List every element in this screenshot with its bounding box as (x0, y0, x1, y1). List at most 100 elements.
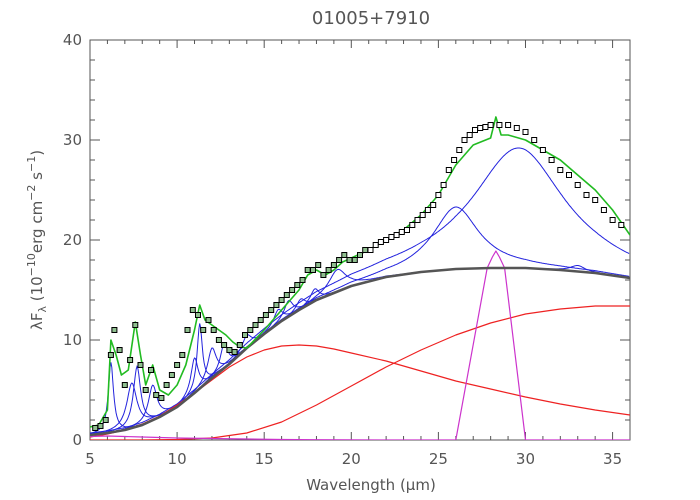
data-point (362, 247, 369, 253)
data-point (289, 287, 296, 293)
data-point (372, 242, 379, 248)
plot-area (90, 116, 630, 440)
data-point (377, 239, 384, 245)
x-axis-label: Wavelength (μm) (306, 476, 436, 494)
data-point (247, 327, 254, 333)
data-point (153, 392, 160, 398)
data-point (320, 272, 327, 278)
feature-curve (90, 206, 630, 436)
data-point (142, 387, 149, 393)
data-point (278, 297, 285, 303)
data-point (393, 232, 400, 238)
data-point (357, 252, 363, 258)
data-point (273, 302, 280, 308)
data-point (92, 425, 99, 431)
data-point (294, 282, 301, 288)
data-point (163, 382, 170, 388)
y-label-exp1: −10 (25, 253, 38, 276)
data-point (419, 212, 426, 218)
data-point (262, 312, 269, 318)
data-point (404, 227, 410, 233)
y-label-s: s (28, 172, 46, 185)
data-point (215, 337, 222, 343)
data-point (414, 217, 421, 223)
y-tick-label: 0 (72, 431, 82, 449)
y-label-unit: erg cm (28, 201, 46, 253)
data-point (505, 122, 512, 128)
y-label-exp3: −1 (25, 156, 38, 172)
data-point (388, 234, 395, 240)
data-point (174, 362, 181, 368)
data-point (242, 332, 248, 338)
data-point (487, 122, 494, 128)
emission-lines-curve (90, 250, 630, 440)
y-tick-label: 10 (63, 331, 82, 349)
data-point (283, 292, 290, 298)
data-point (531, 137, 538, 143)
data-point (148, 367, 154, 373)
data-point (168, 372, 175, 378)
data-point (268, 307, 275, 313)
chart-title: 01005+7910 (312, 8, 430, 29)
data-point (304, 267, 311, 273)
data-point (236, 342, 243, 348)
data-point (600, 207, 607, 213)
data-point (548, 157, 555, 163)
data-point (330, 262, 337, 268)
data-point (210, 327, 217, 333)
model-total-curve (90, 116, 630, 428)
data-point (137, 362, 144, 368)
x-tick-label: 15 (255, 450, 274, 468)
data-point (127, 357, 134, 363)
data-point (299, 277, 306, 283)
data-point (336, 257, 343, 263)
data-point (97, 423, 104, 429)
x-tick-label: 25 (429, 450, 448, 468)
data-point (116, 347, 123, 353)
data-point (609, 217, 616, 223)
x-tick-label: 20 (342, 450, 361, 468)
data-point (231, 349, 238, 355)
data-point (341, 252, 348, 258)
y-axis-label: λFλ (10−10erg cm−2 s−1) (25, 150, 49, 330)
series-layer (90, 116, 630, 440)
y-label-sub: λ (36, 306, 49, 313)
data-point (557, 167, 564, 173)
data-point (200, 327, 207, 333)
data-point (461, 137, 468, 143)
data-points (92, 122, 625, 431)
y-tick-label: 40 (63, 31, 82, 49)
x-tick-label: 5 (85, 450, 95, 468)
data-point (583, 192, 590, 198)
data-point (111, 327, 118, 333)
data-point (574, 182, 581, 188)
feature-curve (90, 147, 630, 434)
data-point (179, 352, 186, 358)
data-point (451, 157, 458, 163)
plot-frame (89, 39, 631, 441)
y-label-open: (10 (28, 276, 46, 306)
x-tick-label: 35 (603, 450, 622, 468)
y-tick-label: 30 (63, 131, 82, 149)
data-point (252, 322, 259, 328)
data-point (107, 352, 114, 358)
data-point (351, 257, 358, 263)
axes: 5 10 15 20 25 30 35 0 10 20 30 40 (63, 31, 631, 468)
data-point (315, 262, 322, 268)
data-point (424, 207, 431, 213)
data-point (513, 125, 520, 131)
data-point (496, 122, 503, 128)
data-point (226, 347, 233, 353)
data-point (430, 202, 437, 208)
y-label-lambda: λF (28, 313, 46, 331)
data-point (618, 222, 625, 228)
data-point (435, 192, 442, 198)
data-point (325, 267, 332, 273)
data-point (398, 229, 405, 235)
x-tick-label: 10 (168, 450, 187, 468)
data-point (158, 395, 165, 401)
data-point (445, 167, 452, 173)
data-point (102, 417, 109, 423)
data-point (466, 132, 473, 138)
data-point (257, 317, 264, 323)
